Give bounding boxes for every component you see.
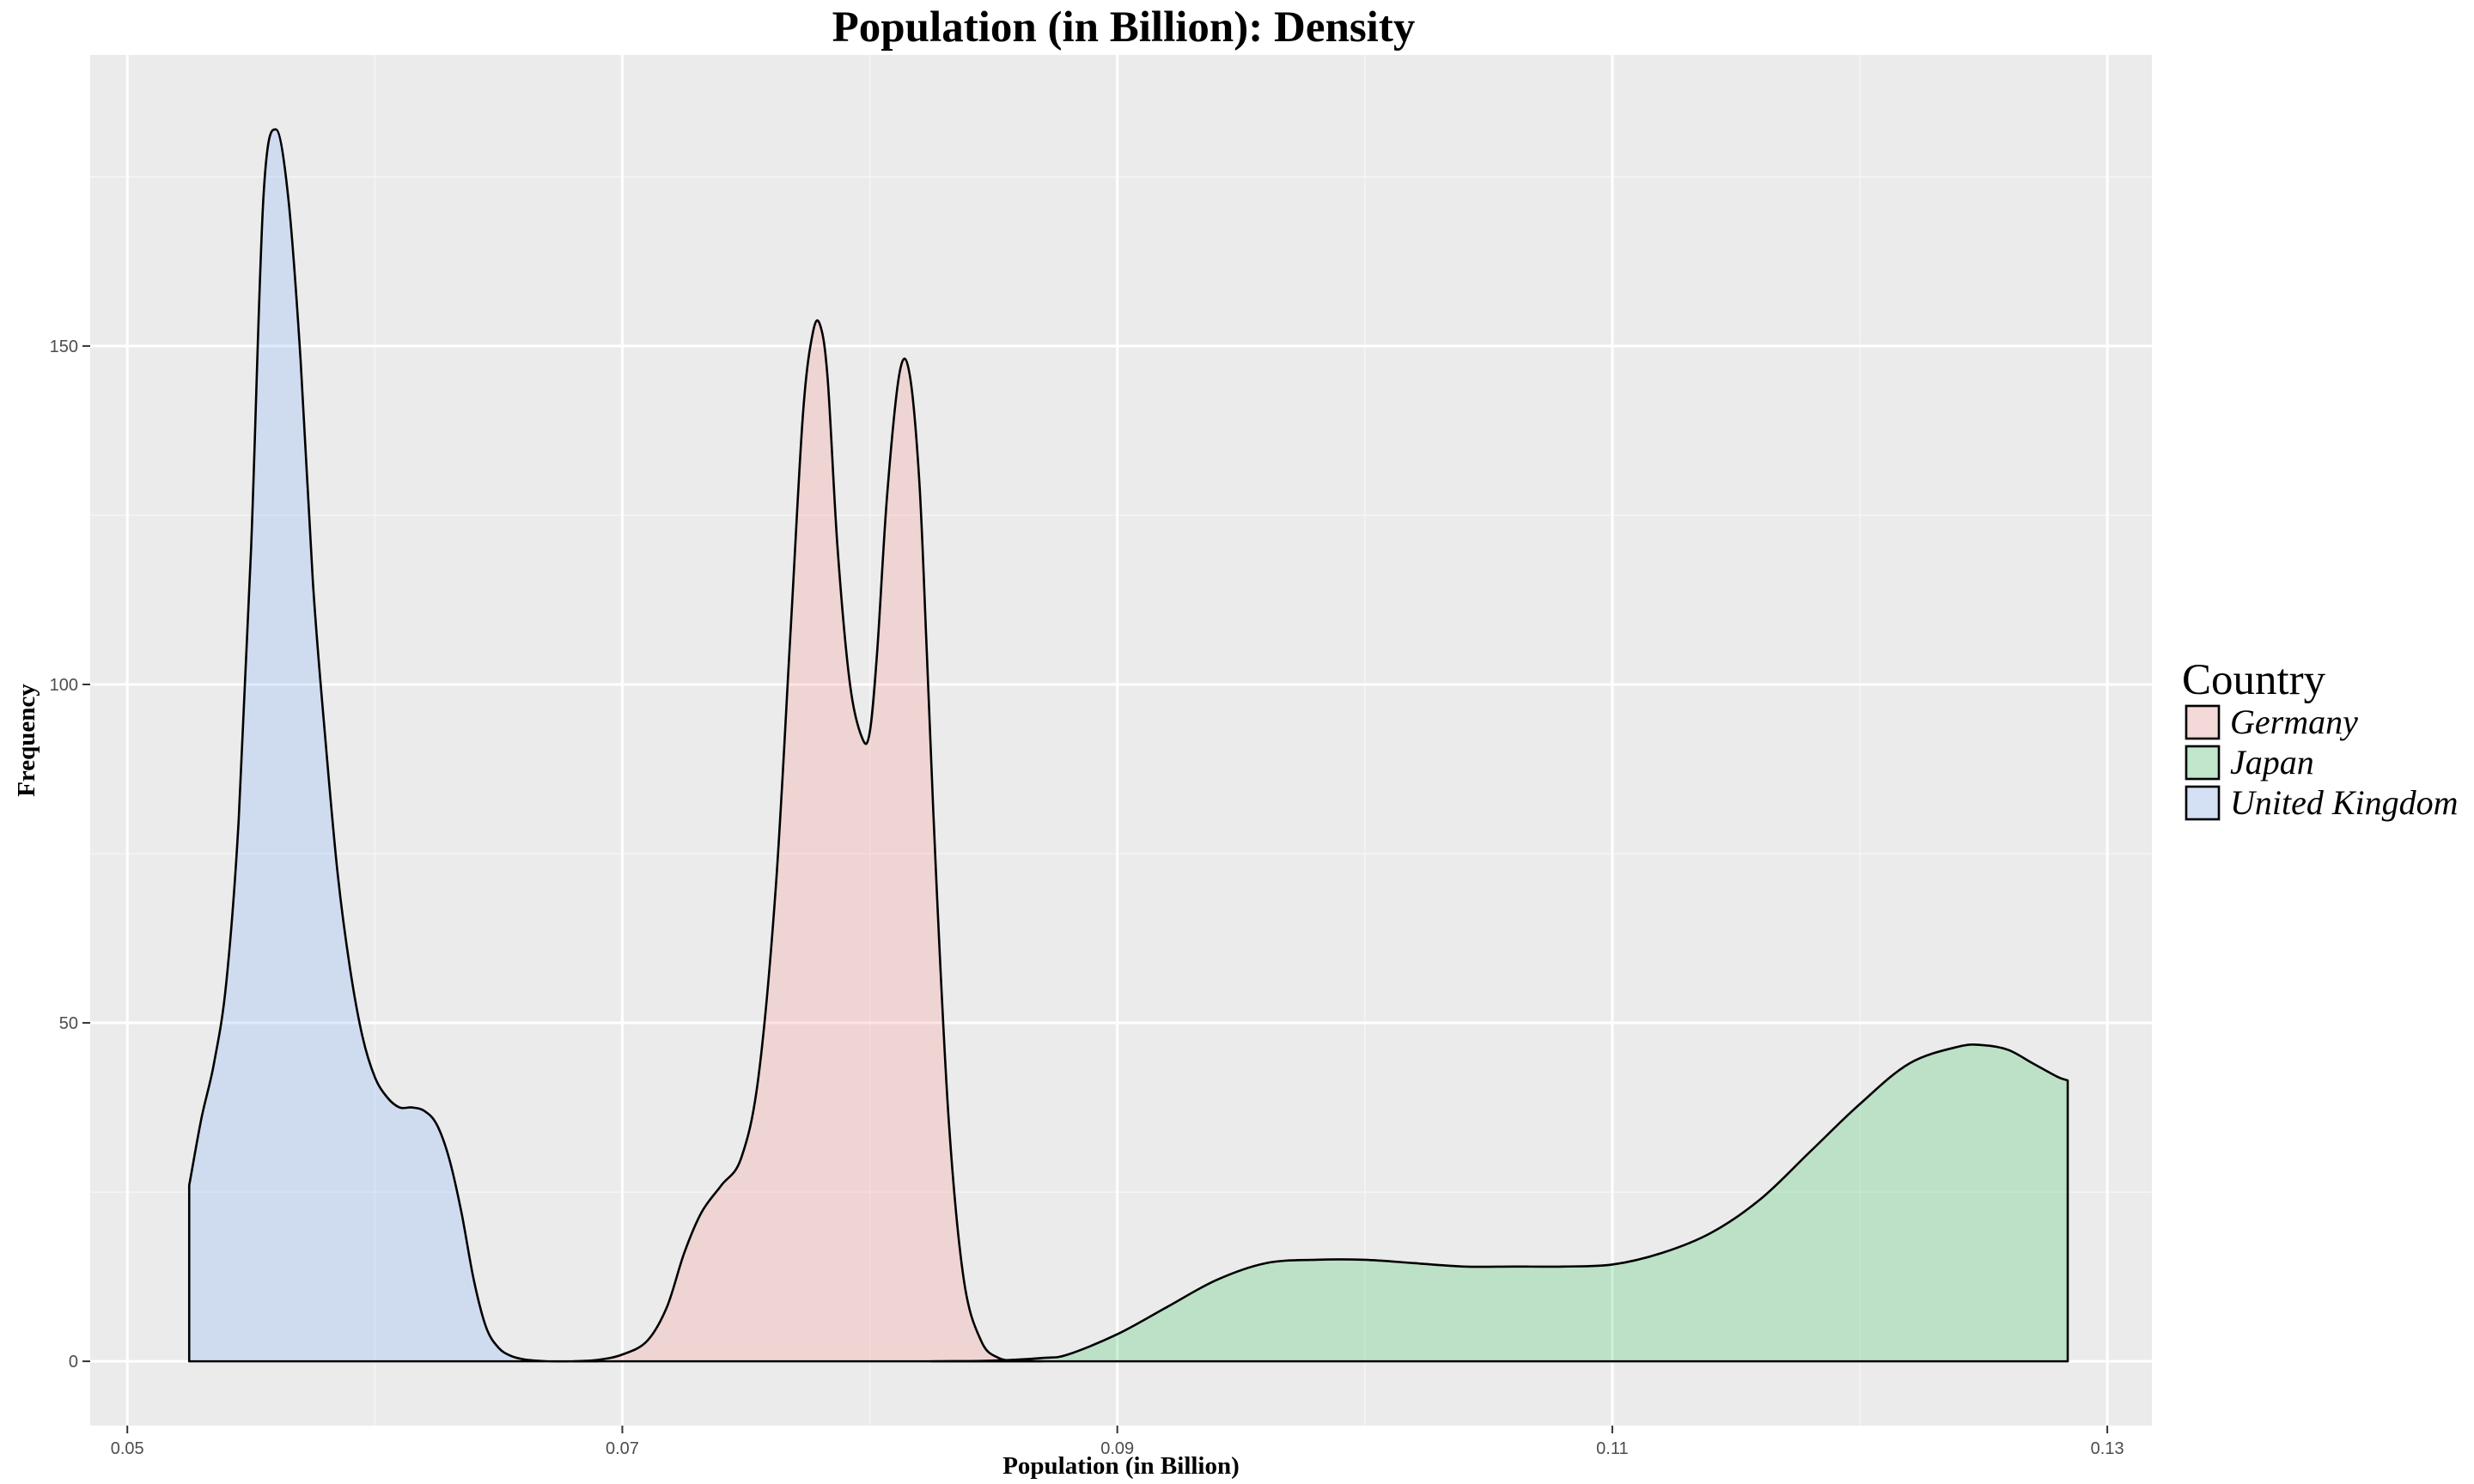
x-tick-label: 0.05 xyxy=(111,1439,144,1458)
y-tick-label: 0 xyxy=(69,1353,78,1371)
x-tick-label: 0.11 xyxy=(1596,1439,1628,1458)
legend-swatch xyxy=(2185,704,2221,740)
legend-key-background xyxy=(2185,704,2221,740)
legend-label: United Kingdom xyxy=(2230,783,2459,822)
density-areas xyxy=(187,128,2069,1363)
legend-item-japan: Japan xyxy=(2185,743,2314,782)
y-axis: 0 50 100 150 xyxy=(50,338,90,1371)
legend-swatch xyxy=(2185,745,2221,781)
legend-swatch xyxy=(2185,785,2221,821)
legend-item-germany: Germany xyxy=(2185,702,2358,741)
y-axis-title: Frequency xyxy=(13,684,40,797)
density-area-united-kingdom xyxy=(187,128,599,1363)
x-tick-label: 0.13 xyxy=(2091,1439,2124,1458)
legend-title: Country xyxy=(2182,656,2326,704)
plot-panel xyxy=(90,55,2152,1426)
x-tick-label: 0.07 xyxy=(606,1439,639,1458)
legend-label: Germany xyxy=(2230,702,2358,741)
y-tick-label: 100 xyxy=(50,676,78,695)
legend-label: Japan xyxy=(2230,743,2314,782)
x-tick-label: 0.09 xyxy=(1100,1439,1134,1458)
y-tick-label: 150 xyxy=(50,338,78,356)
x-axis: 0.05 0.07 0.09 0.11 0.13 xyxy=(111,1426,2124,1458)
chart-title: Population (in Billion): Density xyxy=(832,3,1416,52)
minor-gridlines xyxy=(90,55,2152,1426)
legend-item-united-kingdom: United Kingdom xyxy=(2185,783,2459,822)
density-area-germany xyxy=(571,319,1045,1363)
legend-key-background xyxy=(2185,785,2221,821)
y-tick-label: 50 xyxy=(59,1014,78,1033)
density-area-japan xyxy=(930,1043,2069,1363)
x-axis-title: Population (in Billion) xyxy=(1002,1452,1240,1480)
legend-key-background xyxy=(2185,745,2221,781)
